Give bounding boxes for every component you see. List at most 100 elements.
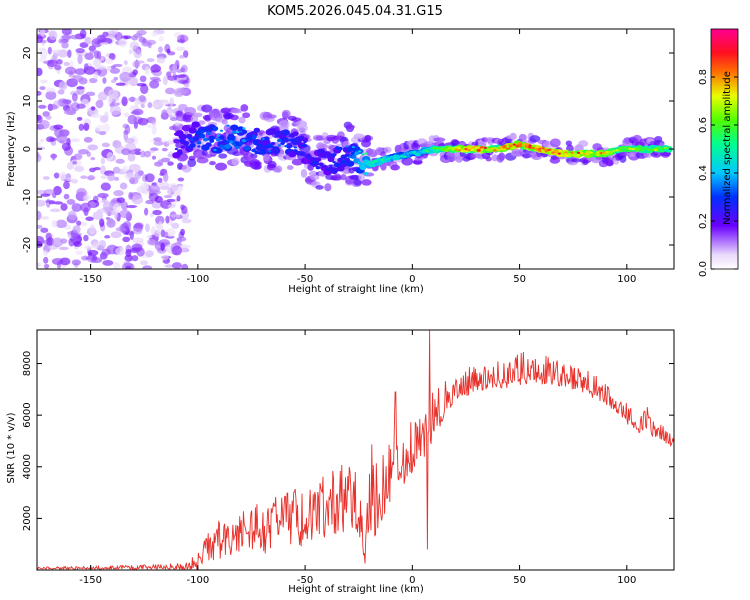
spectrogram-cell — [157, 177, 163, 183]
spectrogram-cell — [69, 34, 82, 40]
spectrogram-cell — [284, 145, 288, 148]
spectrogram-cell — [42, 176, 50, 180]
spectrogram-cell — [76, 187, 87, 198]
spectrogram-cell — [89, 167, 96, 173]
spectrogram-cell — [480, 148, 484, 151]
spectrogram-cell — [181, 218, 192, 224]
spectrogram-cell — [137, 117, 149, 126]
spectrogram-cell — [159, 186, 170, 191]
spectrogram-cell — [255, 141, 259, 144]
snr-ticks: -150 -100 -50 0 50 100 2000 4000 6000 8000 — [22, 330, 674, 586]
spectrogram-cell — [448, 148, 452, 151]
spectrogram-cell — [106, 66, 112, 71]
spectrogram-cell — [40, 227, 49, 233]
spectrogram-cell — [100, 157, 106, 165]
spectrogram-cell — [570, 151, 574, 154]
spectrogram-cell — [340, 173, 347, 181]
spectrogram-cell — [109, 102, 120, 106]
spectrogram-cell — [53, 201, 63, 205]
spectrogram-cell — [101, 142, 110, 148]
spectrogram-cell — [509, 145, 513, 148]
spectrogram-cell — [219, 144, 224, 148]
spectrogram-cell — [490, 147, 494, 150]
spectrogram-cell — [91, 38, 103, 48]
spectrogram-cell — [159, 100, 170, 106]
spectrogram-cell — [324, 183, 332, 192]
spectrogram-cell — [90, 106, 96, 111]
spectrogram-cell — [76, 220, 82, 226]
spectrogram-cell — [37, 104, 47, 109]
spectrogram-cell — [297, 151, 301, 154]
spectrogram-cell — [51, 258, 64, 265]
spectrogram-cell — [146, 238, 156, 245]
spectrogram-cell — [45, 90, 57, 101]
spectrogram-cell — [256, 139, 264, 145]
spectrogram-cell — [544, 150, 548, 153]
spectrogram-cell — [129, 77, 139, 87]
spectrogram-cell — [107, 173, 116, 182]
spectrogram-cell — [300, 144, 304, 147]
spectrogram-cell — [134, 97, 139, 108]
spectrogram-cell — [126, 204, 138, 209]
spectrogram-cell — [361, 153, 365, 156]
spectrogram-cell — [124, 137, 135, 144]
spectrogram-cell — [87, 144, 98, 151]
snr-xlabel: Height of straight line (km) — [288, 584, 424, 595]
spectrogram-cell — [187, 137, 191, 140]
spectrogram-cell — [277, 144, 281, 147]
spectrogram-cell — [194, 138, 198, 141]
spectrogram-cell — [215, 162, 228, 171]
spectrogram-cell — [83, 136, 93, 143]
spectrogram-cell — [61, 29, 72, 36]
spectrogram-cell — [84, 245, 94, 250]
spectrogram-cell — [47, 46, 52, 55]
spectrogram-cell — [364, 134, 372, 142]
spectrogram-cell — [200, 133, 204, 136]
spectrogram-cell — [412, 150, 417, 154]
spectrogram-cell — [390, 164, 400, 171]
spectrogram-cell — [435, 147, 439, 150]
spectrogram-cell — [451, 148, 455, 151]
spectrogram-cell — [76, 116, 83, 121]
spectrogram-cell — [156, 56, 166, 64]
spectrogram-cell — [37, 262, 41, 268]
spectrogram-cell — [53, 172, 60, 179]
spectrogram-cell — [84, 52, 94, 61]
spectrogram-cell — [147, 42, 152, 49]
spectrogram-cell — [657, 146, 661, 149]
spectrogram-cell — [470, 148, 474, 152]
spectrogram-cell — [232, 143, 236, 146]
spectrogram-cell — [46, 237, 54, 246]
spectrogram-cell — [174, 147, 179, 151]
spectrogram-cell — [122, 236, 131, 243]
spectrogram-cell — [118, 38, 128, 48]
spectrogram-cell — [551, 151, 555, 154]
spectrogram-cell — [493, 149, 497, 152]
spectrogram-cell — [132, 227, 143, 235]
spectrogram-cell — [67, 210, 77, 221]
spectrogram-cell — [341, 160, 347, 164]
spectrogram-cell — [393, 156, 397, 159]
spectrogram-cell — [261, 137, 265, 141]
spectrogram-cell — [90, 156, 96, 161]
spectrogram-cell — [87, 249, 99, 256]
spectrogram-cell — [505, 134, 516, 139]
spectrogram-cell — [628, 147, 632, 150]
spectrogram-cell — [593, 153, 597, 156]
spectrogram-cell — [152, 209, 162, 216]
spectrogram-cell — [248, 137, 253, 140]
spectrogram-cell — [361, 179, 372, 186]
spectrogram-cell — [51, 153, 56, 161]
spectrogram-cell — [160, 242, 165, 252]
spectrogram-cell — [604, 157, 615, 166]
spectrogram-cell — [615, 149, 619, 152]
spectrogram-cell — [419, 150, 423, 153]
spectrogram-cell — [110, 231, 122, 239]
spectrogram-cell — [314, 157, 322, 162]
spectrogram-cell — [147, 101, 153, 109]
spectrogram-cell — [253, 127, 261, 133]
spectrogram-cell — [140, 104, 145, 108]
spectrogram-cell — [60, 203, 68, 211]
spectrogram-cell — [563, 153, 569, 157]
